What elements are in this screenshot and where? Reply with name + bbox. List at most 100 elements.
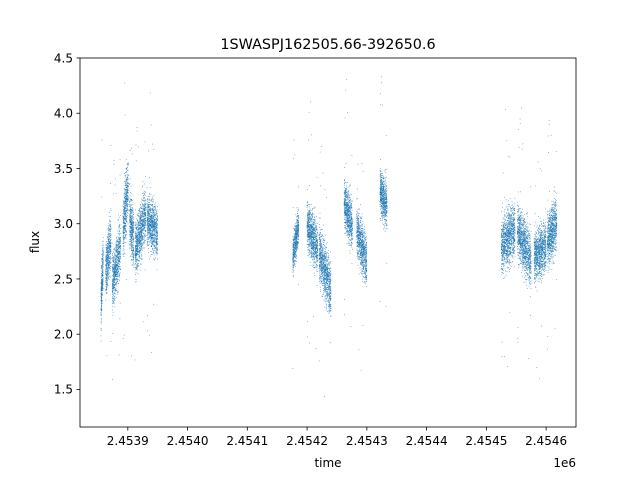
- data-point: [126, 171, 127, 172]
- data-point: [152, 226, 154, 228]
- data-point: [101, 288, 102, 290]
- data-point: [293, 239, 295, 240]
- data-point: [126, 184, 128, 186]
- data-point: [135, 257, 137, 258]
- data-point: [106, 267, 107, 269]
- data-point: [154, 207, 156, 209]
- data-point: [139, 209, 141, 211]
- data-point: [315, 238, 317, 239]
- data-point: [154, 214, 156, 216]
- data-point: [133, 226, 134, 228]
- data-point: [294, 241, 295, 243]
- data-point: [151, 246, 153, 247]
- data-point: [100, 294, 102, 295]
- data-point: [298, 235, 299, 237]
- data-point: [149, 177, 150, 179]
- data-point: [292, 259, 294, 260]
- data-point: [124, 209, 125, 211]
- data-point: [141, 259, 142, 261]
- data-point: [124, 237, 126, 239]
- data-point: [133, 255, 134, 257]
- data-point: [117, 266, 119, 267]
- data-point: [297, 229, 298, 230]
- data-point: [107, 273, 109, 275]
- data-point: [153, 204, 155, 205]
- data-point: [106, 355, 108, 357]
- data-point: [106, 280, 107, 281]
- data-point: [122, 239, 124, 240]
- data-point: [124, 228, 126, 229]
- data-point: [115, 264, 117, 266]
- data-point: [296, 247, 298, 249]
- data-point: [314, 229, 315, 230]
- data-point: [295, 226, 296, 227]
- data-point: [132, 210, 134, 212]
- data-point: [139, 248, 141, 250]
- data-point: [292, 252, 294, 253]
- data-point: [147, 211, 148, 213]
- data-point: [292, 247, 294, 249]
- data-point: [154, 228, 156, 230]
- data-point: [129, 221, 131, 223]
- data-point: [153, 217, 154, 219]
- data-point: [151, 212, 152, 213]
- data-point: [107, 254, 108, 256]
- data-point: [109, 263, 111, 265]
- data-point: [112, 309, 114, 311]
- data-point: [294, 229, 296, 231]
- data-point: [138, 260, 139, 262]
- data-point: [112, 267, 114, 269]
- data-point: [152, 201, 153, 203]
- data-point: [138, 253, 139, 255]
- data-point: [112, 300, 113, 301]
- data-point: [137, 262, 139, 264]
- data-point: [100, 308, 102, 310]
- data-point: [116, 271, 117, 272]
- data-point: [150, 235, 152, 237]
- data-point: [148, 208, 150, 210]
- data-point: [124, 225, 125, 227]
- data-point: [143, 219, 145, 221]
- data-point: [142, 214, 143, 215]
- data-point: [119, 260, 120, 261]
- data-point: [156, 223, 158, 225]
- data-point: [108, 264, 110, 266]
- data-point: [143, 228, 144, 229]
- data-point: [114, 274, 116, 275]
- data-point: [314, 220, 315, 221]
- data-point: [132, 251, 134, 253]
- data-point: [136, 229, 138, 231]
- data-point: [147, 229, 149, 231]
- data-point: [155, 221, 157, 223]
- data-point: [118, 246, 120, 248]
- data-point: [149, 232, 150, 233]
- data-point: [138, 241, 140, 242]
- data-point: [108, 261, 110, 263]
- data-point: [311, 243, 313, 244]
- data-point: [109, 235, 111, 236]
- data-point: [145, 236, 146, 237]
- data-point: [292, 158, 294, 160]
- data-point: [114, 288, 115, 290]
- data-point: [314, 266, 315, 268]
- data-point: [313, 248, 315, 249]
- data-point: [124, 194, 126, 196]
- data-point: [157, 232, 158, 234]
- data-point: [115, 246, 117, 248]
- data-point: [119, 259, 121, 261]
- data-point: [309, 209, 311, 211]
- data-point: [146, 220, 148, 221]
- data-point: [136, 241, 137, 243]
- data-point: [119, 230, 120, 232]
- data-point: [119, 241, 120, 243]
- data-point: [100, 288, 102, 290]
- data-point: [108, 254, 110, 256]
- data-point: [116, 269, 118, 270]
- data-point: [140, 217, 142, 219]
- data-point: [149, 199, 151, 200]
- data-point: [102, 278, 103, 280]
- data-point: [298, 215, 299, 217]
- data-point: [148, 203, 150, 205]
- data-point: [107, 279, 108, 281]
- data-point: [146, 232, 148, 233]
